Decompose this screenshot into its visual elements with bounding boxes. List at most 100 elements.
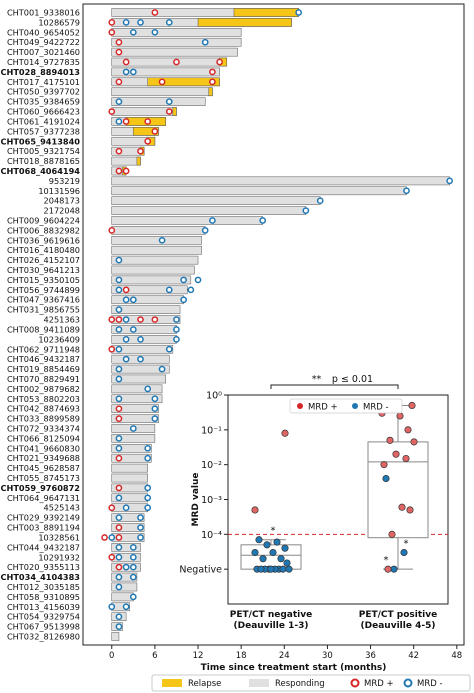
mrd-pos-marker: [115, 405, 123, 413]
mrd-neg-marker: [129, 563, 137, 571]
mrd-neg-marker: [129, 425, 137, 432]
mrd-neg-marker: [151, 415, 159, 422]
mrd-neg-marker: [115, 444, 123, 452]
patient-label: CHT059_9760872: [0, 483, 80, 493]
responding-bar: [111, 503, 148, 513]
mrd-neg-point: [281, 544, 289, 552]
mrd-neg-point: [257, 565, 265, 573]
mrd-pos-marker: [151, 9, 159, 16]
significance-pvalue: p ≤ 0.01: [332, 374, 373, 385]
legend-frame: [151, 674, 471, 692]
responding-bar: [111, 434, 156, 443]
mrd-neg-marker: [259, 217, 267, 224]
y-tick-label: 10⁰: [206, 391, 222, 402]
patient-label: CHT036_9619616: [7, 235, 80, 245]
responding-bar: [111, 443, 152, 453]
mrd-neg-marker: [115, 98, 123, 105]
group-sublabel: (Deauville 1-3): [234, 621, 309, 631]
mrd-pos-point: [408, 401, 416, 410]
responding-bar: [111, 37, 242, 47]
mrd-pos-marker: [108, 227, 116, 234]
mrd-pos-marker: [115, 454, 123, 462]
x-tick-label: 42: [408, 651, 419, 661]
patient-label: CHT044_9432187: [7, 542, 80, 552]
mrd-neg-point: [283, 559, 291, 567]
inset-legend-pos-label: MRD +: [308, 403, 338, 413]
mrd-pos-marker: [108, 19, 116, 26]
patient-label: 2172048: [44, 206, 80, 216]
x-axis-title: Time since treatment start (months): [201, 663, 387, 673]
mrd-neg-marker: [180, 296, 187, 304]
patient-label: CHT021_9349688: [7, 453, 80, 463]
patient-label: CHT068_4064194: [0, 166, 80, 176]
responding-bar: [111, 47, 238, 57]
mrd-neg-marker: [115, 326, 123, 333]
patient-label: CHT008_9411089: [7, 324, 80, 334]
mrd-neg-marker: [137, 336, 144, 343]
mrd-pos-marker: [144, 118, 152, 125]
patient-label: CHT012_3035185: [7, 582, 80, 592]
responding-bar: [111, 87, 213, 97]
mrd-pos-marker: [115, 484, 123, 492]
x-tick-label: 36: [365, 651, 376, 661]
mrd-neg-point: [390, 565, 398, 573]
patient-label: CHT056_9744899: [7, 285, 80, 295]
y-tick-label: 10⁻⁴: [201, 530, 222, 541]
patient-label: CHT042_8874693: [7, 404, 80, 414]
mrd-neg-marker: [129, 296, 137, 304]
responding-bar: [111, 176, 450, 186]
mrd-pos-marker: [108, 108, 116, 115]
patient-label: CHT002_9879682: [7, 384, 80, 394]
mrd-neg-marker: [115, 494, 123, 502]
mrd-neg-marker: [201, 38, 209, 46]
legend-relapse-swatch: [162, 679, 182, 687]
relapse-bar: [147, 77, 220, 87]
responding-bar: [111, 186, 407, 196]
responding-bar: [111, 374, 166, 384]
mrd-pos-marker: [137, 147, 144, 155]
mrd-pos-point: [406, 506, 414, 514]
patient-label: CHT030_9641213: [7, 265, 80, 275]
responding-bar: [111, 245, 202, 255]
responding-bar: [111, 414, 159, 423]
responding-bar: [111, 582, 138, 592]
relapse-bar: [233, 8, 299, 17]
responding-bar: [111, 285, 188, 295]
x-tick-label: 18: [236, 651, 247, 661]
mrd-neg-marker: [115, 553, 123, 561]
legend-responding-swatch: [249, 679, 269, 687]
mrd-pos-marker: [165, 108, 173, 115]
mrd-neg-marker: [115, 395, 123, 403]
mrd-pos-point: [380, 461, 388, 469]
patient-label: CHT029_9392149: [7, 513, 80, 523]
patient-label: CHT003_8891194: [7, 523, 80, 533]
responding-bar: [111, 513, 145, 522]
mrd-neg-marker: [165, 98, 173, 105]
mrd-neg-marker: [151, 405, 159, 413]
patient-label: CHT041_9660830: [7, 443, 80, 453]
mrd-pos-marker: [108, 553, 116, 561]
flag-asterisk: *: [271, 526, 276, 537]
mrd-neg-marker: [129, 573, 137, 581]
patient-label: CHT070_8829491: [7, 374, 80, 384]
mrd-neg-marker: [129, 326, 137, 333]
patient-label: 10286579: [38, 17, 80, 27]
mrd-neg-marker: [122, 19, 130, 26]
mrd-neg-marker: [115, 435, 123, 442]
mrd-pos-point: [388, 530, 396, 538]
mrd-neg-marker: [173, 326, 180, 333]
mrd-pos-marker: [122, 118, 130, 125]
mrd-neg-marker: [122, 603, 130, 611]
mrd-pos-point: [384, 565, 392, 573]
responding-bar: [111, 265, 195, 275]
responding-bar: [111, 632, 120, 641]
patient-label: CHT054_9329754: [7, 612, 80, 622]
patient-label: CHT020_9355113: [7, 562, 80, 572]
mrd-pos-marker: [122, 167, 130, 175]
responding-bar: [111, 453, 152, 463]
patient-label: CHT053_8802203: [7, 394, 80, 404]
mrd-pos-marker: [216, 58, 223, 66]
mrd-neg-marker: [158, 236, 166, 244]
patient-label: CHT006_8832982: [7, 225, 80, 235]
mrd-pos-marker: [115, 78, 123, 86]
